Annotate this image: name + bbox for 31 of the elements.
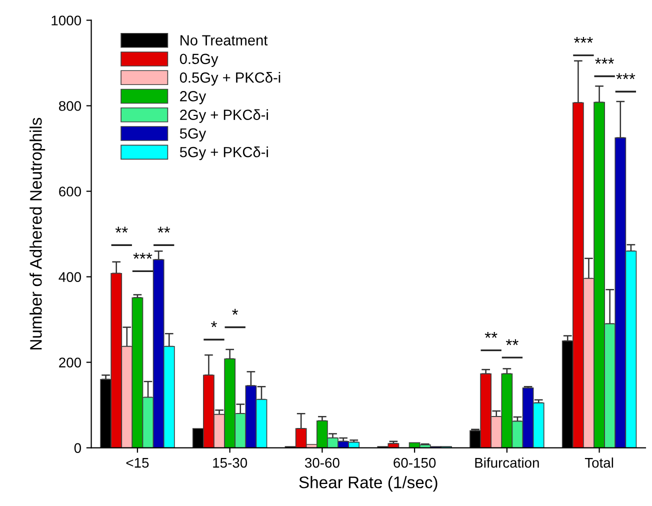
x-tick-label: 30-60 xyxy=(304,458,340,468)
y-tick-label: 400 xyxy=(58,272,82,282)
annotation: *** xyxy=(595,58,614,64)
y-tick-label: 600 xyxy=(59,186,82,196)
annotation: *** xyxy=(133,252,152,259)
y-axis-title: Number of Adhered Neutrophils xyxy=(30,118,46,350)
x-tick-label: Total xyxy=(584,458,614,468)
annotation: *** xyxy=(574,36,593,43)
x-tick-label: 60-150 xyxy=(394,458,436,468)
y-tick-label: 200 xyxy=(59,358,82,368)
y-tick-label: 800 xyxy=(58,101,82,111)
x-axis-title: Shear Rate (1/sec) xyxy=(299,476,438,492)
legend-label: No Treatment xyxy=(180,35,268,46)
y-tick-label: 0 xyxy=(74,443,82,453)
annotation: ** xyxy=(158,226,170,233)
x-tick-label: 15-30 xyxy=(213,458,248,468)
annotation: *** xyxy=(616,73,636,80)
x-tick-label: <15 xyxy=(126,458,149,468)
legend-label: 0.5Gy xyxy=(180,54,218,67)
annotation: * xyxy=(232,308,238,315)
annotation: ** xyxy=(115,226,128,233)
annotation: * xyxy=(211,321,217,328)
annotation: ** xyxy=(506,339,518,346)
legend-label: 5Gy + PKCδ-i xyxy=(180,146,268,160)
legend-label: 0.5Gy + PKCδ-i xyxy=(180,72,280,86)
x-tick-label: Bifurcation xyxy=(475,458,539,468)
legend-label: 2Gy + PKCδ-i xyxy=(180,109,268,123)
annotation: ** xyxy=(484,332,498,338)
y-tick-label: 1000 xyxy=(52,16,82,26)
legend-label: 5Gy xyxy=(180,128,206,142)
legend-label: 2Gy xyxy=(180,91,206,104)
